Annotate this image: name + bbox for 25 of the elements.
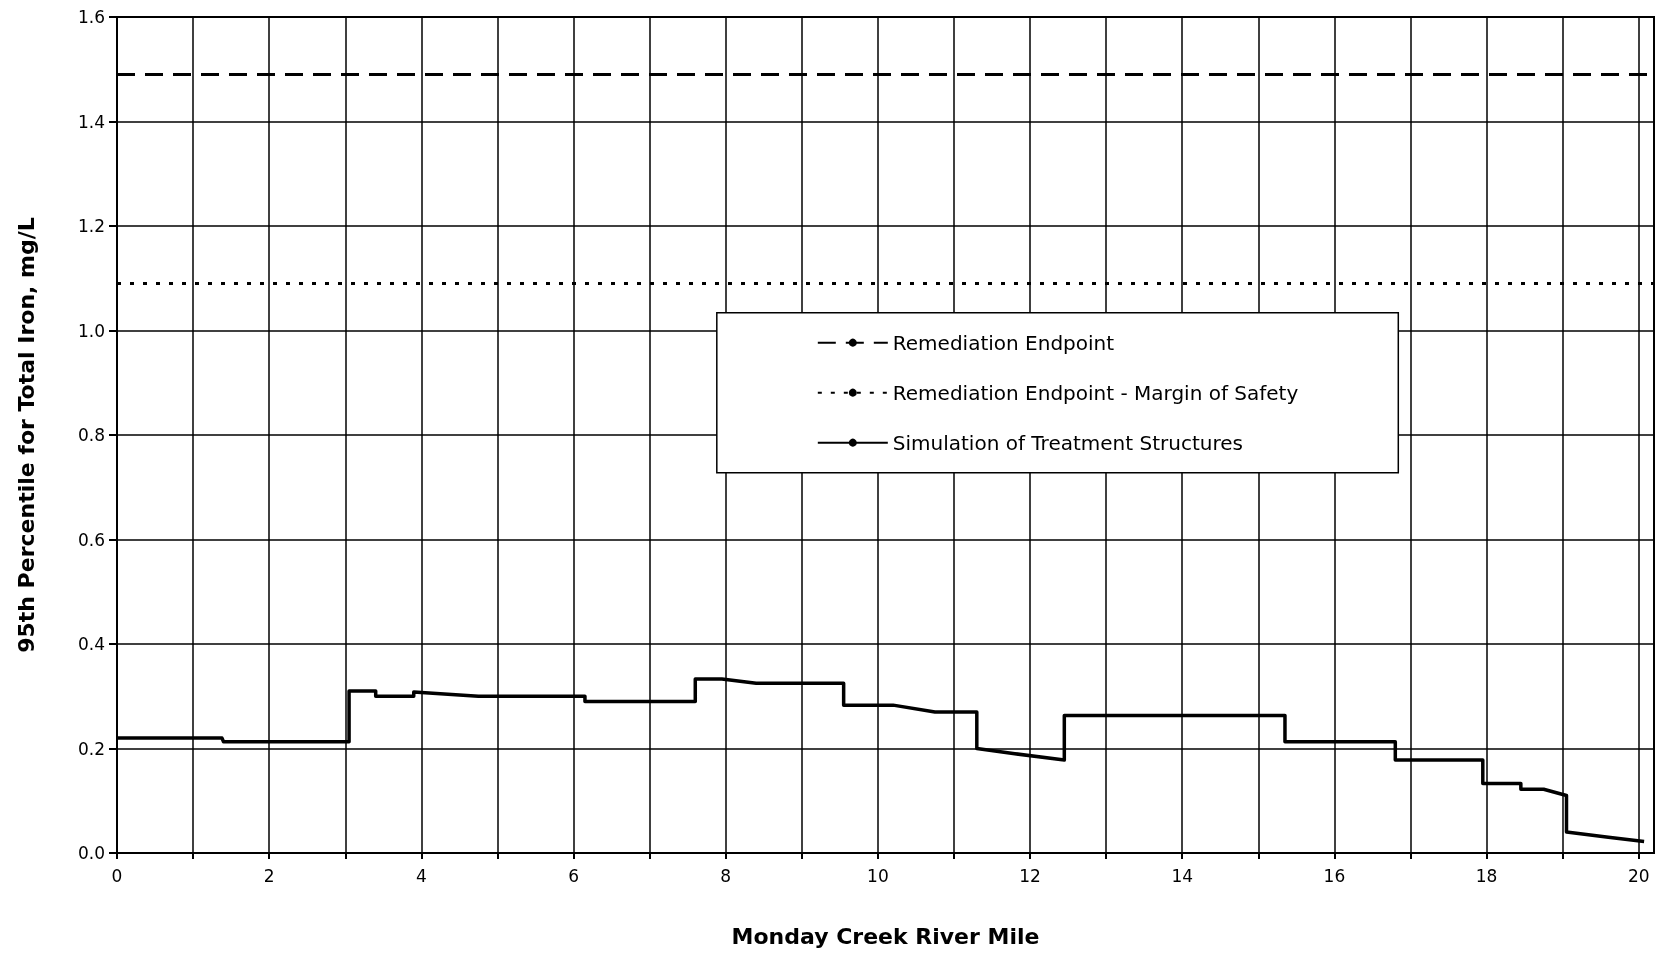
x-tick-label: 12	[1019, 865, 1041, 886]
x-tick-label: 10	[867, 865, 889, 886]
y-tick-label: 0.2	[77, 738, 105, 759]
x-tick-label: 2	[263, 865, 275, 886]
x-tick-label: 4	[415, 865, 427, 886]
y-tick-label: 1.6	[77, 7, 105, 27]
legend-label: Remediation Endpoint	[892, 330, 1115, 355]
legend-label: Simulation of Treatment Structures	[892, 430, 1243, 455]
y-tick-label: 0.4	[77, 634, 105, 654]
x-tick-label: 14	[1171, 865, 1194, 886]
x-tick-label: 18	[1475, 865, 1498, 886]
x-axis-title: Monday Creek River Mile	[731, 923, 1040, 949]
y-tick-label: 1.2	[77, 216, 105, 236]
y-axis-title: 95th Percentile for Total Iron, mg/L	[13, 217, 39, 653]
y-tick-label: 1.4	[77, 111, 105, 132]
x-tick-label: 16	[1323, 865, 1346, 886]
x-tick-label: 20	[1627, 865, 1650, 886]
x-tick-label: 0	[111, 865, 123, 886]
x-tick-label: 8	[720, 865, 732, 886]
y-tick-label: 1.0	[77, 320, 105, 341]
x-tick-label: 6	[568, 865, 579, 886]
y-tick-label: 0.8	[77, 425, 105, 445]
y-tick-label: 0.6	[77, 529, 105, 550]
legend-label: Remediation Endpoint - Margin of Safety	[892, 380, 1299, 405]
y-tick-label: 0.0	[77, 843, 105, 863]
